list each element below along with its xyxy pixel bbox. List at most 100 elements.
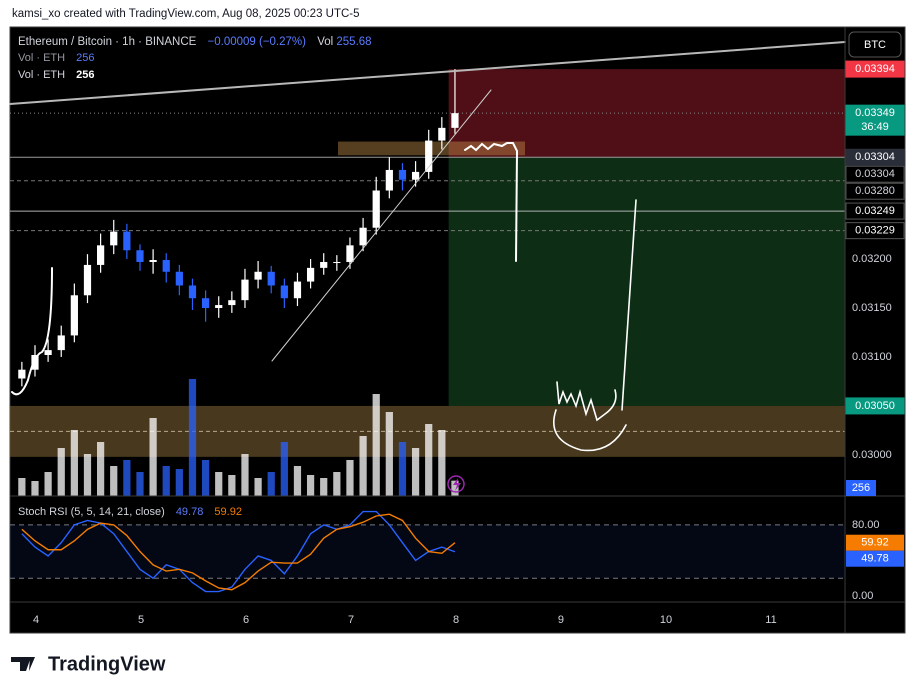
currency-button[interactable]	[848, 31, 902, 58]
legend-main: Ethereum / Bitcoin · 1h · BINANCE −0.000…	[18, 36, 372, 48]
candle-body	[70, 295, 78, 336]
candle-body	[451, 113, 459, 128]
candle-body	[438, 127, 446, 141]
price-label-box	[845, 182, 905, 200]
candle-body	[110, 231, 118, 246]
volume-bar	[175, 469, 183, 496]
volume-bar	[320, 478, 328, 496]
candle-body	[57, 335, 65, 351]
volume-bar	[398, 442, 407, 496]
candle-body	[215, 305, 223, 309]
currency[interactable]: BTC	[864, 39, 886, 51]
volume-row-label: Vol · ETH	[18, 52, 65, 64]
indicator-value: 49.78	[176, 506, 204, 518]
brand: TradingView	[48, 653, 166, 675]
x-tick-label: 4	[33, 614, 39, 626]
candle-body	[306, 267, 315, 282]
volume-bar	[425, 424, 433, 496]
candle-body	[44, 350, 52, 356]
caption: kamsi_xo created with TradingView.com, A…	[12, 8, 360, 20]
candle-body	[254, 271, 262, 280]
candle-body	[280, 285, 288, 299]
volume-bar	[123, 460, 131, 496]
y-tick-label: 0.03200	[852, 253, 892, 265]
volume-row-label: Vol · ETH	[18, 69, 65, 81]
volume-bar	[267, 472, 275, 496]
volume-bar	[451, 480, 459, 496]
x-tick-label: 9	[558, 614, 564, 626]
volume-bar	[359, 436, 367, 496]
legend-row: Vol · ETH 256	[18, 52, 95, 64]
price-label-box	[845, 165, 905, 183]
volume-bar	[241, 454, 249, 496]
candle-body	[123, 231, 131, 251]
volume-bar	[280, 442, 288, 496]
candle-body	[241, 279, 249, 301]
symbol: Ethereum / Bitcoin · 1h · BINANCE	[18, 36, 197, 48]
candle-body	[175, 271, 183, 286]
price-label: 0.03050	[855, 400, 895, 412]
candle-body	[411, 171, 420, 180]
volume-value: 255.68	[336, 36, 371, 48]
price-label: 0.03394	[855, 63, 895, 75]
x-tick-label: 11	[765, 614, 776, 626]
event-icon[interactable]	[447, 475, 465, 493]
volume-bar	[201, 460, 210, 496]
candle-body	[385, 169, 393, 191]
indicator-value: 59.92	[214, 506, 242, 518]
y-tick-label: 0.03100	[852, 351, 892, 363]
candle-body	[359, 227, 367, 246]
value-badge	[846, 550, 904, 567]
candle-body	[96, 245, 105, 265]
x-tick-label: 8	[453, 614, 459, 626]
volume-bar	[31, 481, 39, 496]
event-icon-bolt	[453, 478, 461, 491]
candle-body	[372, 190, 380, 228]
price-label-box	[845, 104, 905, 136]
sketch	[464, 142, 519, 262]
y-tick-label: 0.03000	[852, 449, 892, 461]
value-badge-label: 59.92	[861, 537, 889, 549]
stoch-line	[21, 513, 456, 591]
sketch	[11, 267, 53, 396]
volume-row-value: 256	[76, 52, 94, 64]
drawings	[9, 41, 846, 452]
volume-row-value: 256	[76, 69, 94, 81]
candle-body	[228, 300, 236, 306]
candle-body	[267, 271, 275, 286]
candle-body	[83, 264, 92, 296]
value-badge	[846, 534, 904, 551]
price-label-box	[845, 60, 905, 78]
candle-body	[398, 169, 407, 180]
x-tick-label: 7	[348, 614, 354, 626]
candle-body	[425, 140, 433, 172]
volume-bar	[136, 472, 144, 496]
sketch	[553, 199, 637, 452]
candle-body	[149, 260, 157, 262]
volume-bar	[333, 472, 341, 496]
candle-body	[162, 260, 170, 272]
stoch-line	[21, 510, 456, 593]
volume-bar	[70, 430, 78, 496]
volume-bar	[215, 472, 223, 496]
y-tick-label: 80.00	[852, 519, 880, 531]
candle-body	[136, 250, 144, 262]
volume-bar	[110, 466, 118, 496]
candle-body	[31, 355, 39, 370]
candle-body	[293, 281, 302, 299]
candle-body	[346, 245, 354, 262]
trend-line	[271, 89, 492, 362]
volume-bar	[188, 379, 197, 496]
volume-bar	[346, 460, 354, 496]
logo-icon	[11, 657, 35, 671]
volume-bar	[162, 466, 170, 496]
volume-bars	[18, 379, 459, 496]
volume-bar	[293, 466, 302, 496]
price-axis: 4 5 6 7 8 9 10 11 0.03000 0.03050 0.03100 0.03150 0.…	[33, 60, 905, 626]
indicator-legend: Stoch RSI (5, 5, 14, 21, close) 49.78 59…	[18, 506, 242, 518]
change: −0.00009 (−0.27%)	[208, 36, 307, 48]
candle-body	[201, 298, 210, 309]
volume-bar	[385, 412, 393, 496]
x-tick-label: 5	[138, 614, 144, 626]
